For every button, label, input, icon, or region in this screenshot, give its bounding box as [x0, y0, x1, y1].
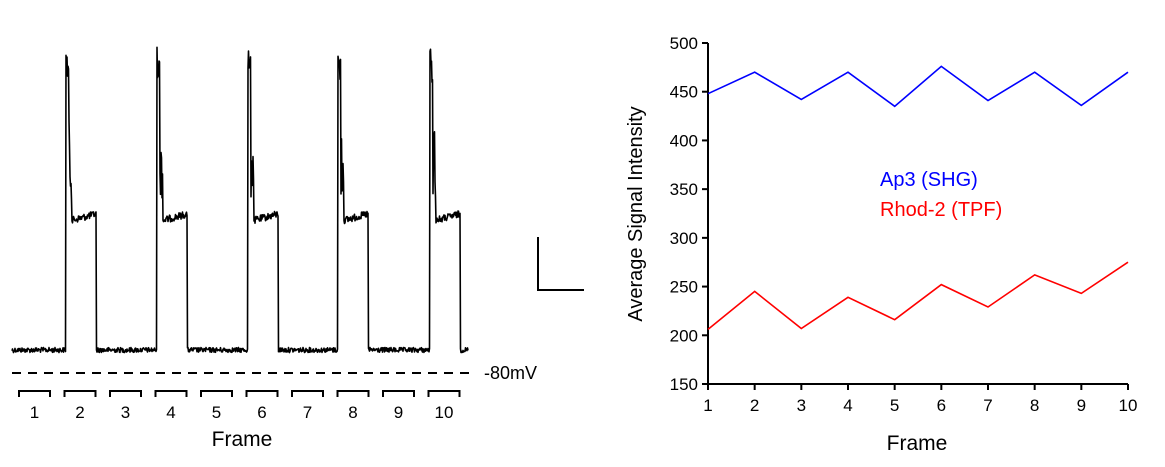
frame-label: 2	[75, 403, 84, 422]
x-axis: 1 2 3 4 5 6 7 8 9 10	[703, 383, 1138, 415]
frame-bracket	[18, 390, 51, 397]
y-tick-label: 250	[670, 278, 698, 297]
voltage-trace-xlabel: Frame	[212, 428, 273, 451]
frame-bracket	[154, 390, 188, 397]
x-tick-label: 2	[750, 396, 759, 415]
y-axis: 150 200 250 300 350 400 450 500	[670, 34, 709, 394]
frame-label: 7	[303, 403, 312, 422]
frame-bracket	[63, 390, 97, 397]
frame-bracket	[245, 390, 279, 397]
voltage-trace-panel: -80mV 1 2 3 4 5 6 7 8 9 10 Frame	[11, 46, 584, 451]
frame-bracket	[291, 390, 324, 397]
frame-label: 9	[394, 403, 403, 422]
x-tick-label: 10	[1119, 396, 1138, 415]
frame-label: 10	[435, 403, 454, 422]
y-tick-label: 300	[670, 229, 698, 248]
y-tick-label: 500	[670, 34, 698, 53]
series-line-rhod2	[707, 261, 1129, 331]
x-tick-label: 1	[703, 396, 712, 415]
frame-labels: 1 2 3 4 5 6 7 8 9 10	[30, 403, 454, 422]
x-axis-label: Frame	[887, 432, 948, 455]
legend-item-rhod2: Rhod-2 (TPF)	[880, 199, 1002, 221]
frame-bracket	[336, 390, 370, 397]
voltage-trace	[11, 46, 469, 354]
baseline-label: -80mV	[484, 363, 537, 383]
x-tick-label: 7	[983, 396, 992, 415]
frame-label: 1	[30, 403, 39, 422]
frame-brackets	[18, 390, 461, 397]
y-tick-label: 450	[670, 83, 698, 102]
y-tick-label: 400	[670, 131, 698, 150]
y-tick-label: 150	[670, 375, 698, 394]
x-tick-label: 3	[797, 396, 806, 415]
frame-label: 5	[212, 403, 221, 422]
x-tick-label: 8	[1030, 396, 1039, 415]
frame-bracket	[109, 390, 142, 397]
signal-intensity-panel: 150 200 250 300 350 400 450 500 1 2 3 4 5 6 7 8 9 10 Ap3…	[625, 34, 1137, 455]
x-tick-label: 4	[843, 396, 852, 415]
frame-label: 6	[257, 403, 266, 422]
y-axis-label: Average Signal Intensity	[625, 106, 647, 321]
frame-bracket	[200, 390, 233, 397]
legend-item-ap3: Ap3 (SHG)	[880, 169, 978, 191]
series-layer	[707, 65, 1129, 331]
y-tick-label: 350	[670, 180, 698, 199]
scale-bar	[537, 237, 584, 291]
frame-bracket	[427, 390, 461, 397]
frame-label: 4	[166, 403, 175, 422]
y-tick-label: 200	[670, 326, 698, 345]
series-line-ap3	[707, 65, 1129, 108]
frame-label: 3	[121, 403, 130, 422]
x-tick-label: 5	[890, 396, 899, 415]
frame-bracket	[382, 390, 415, 397]
x-tick-label: 9	[1077, 396, 1086, 415]
x-tick-label: 6	[937, 396, 946, 415]
frame-label: 8	[348, 403, 357, 422]
